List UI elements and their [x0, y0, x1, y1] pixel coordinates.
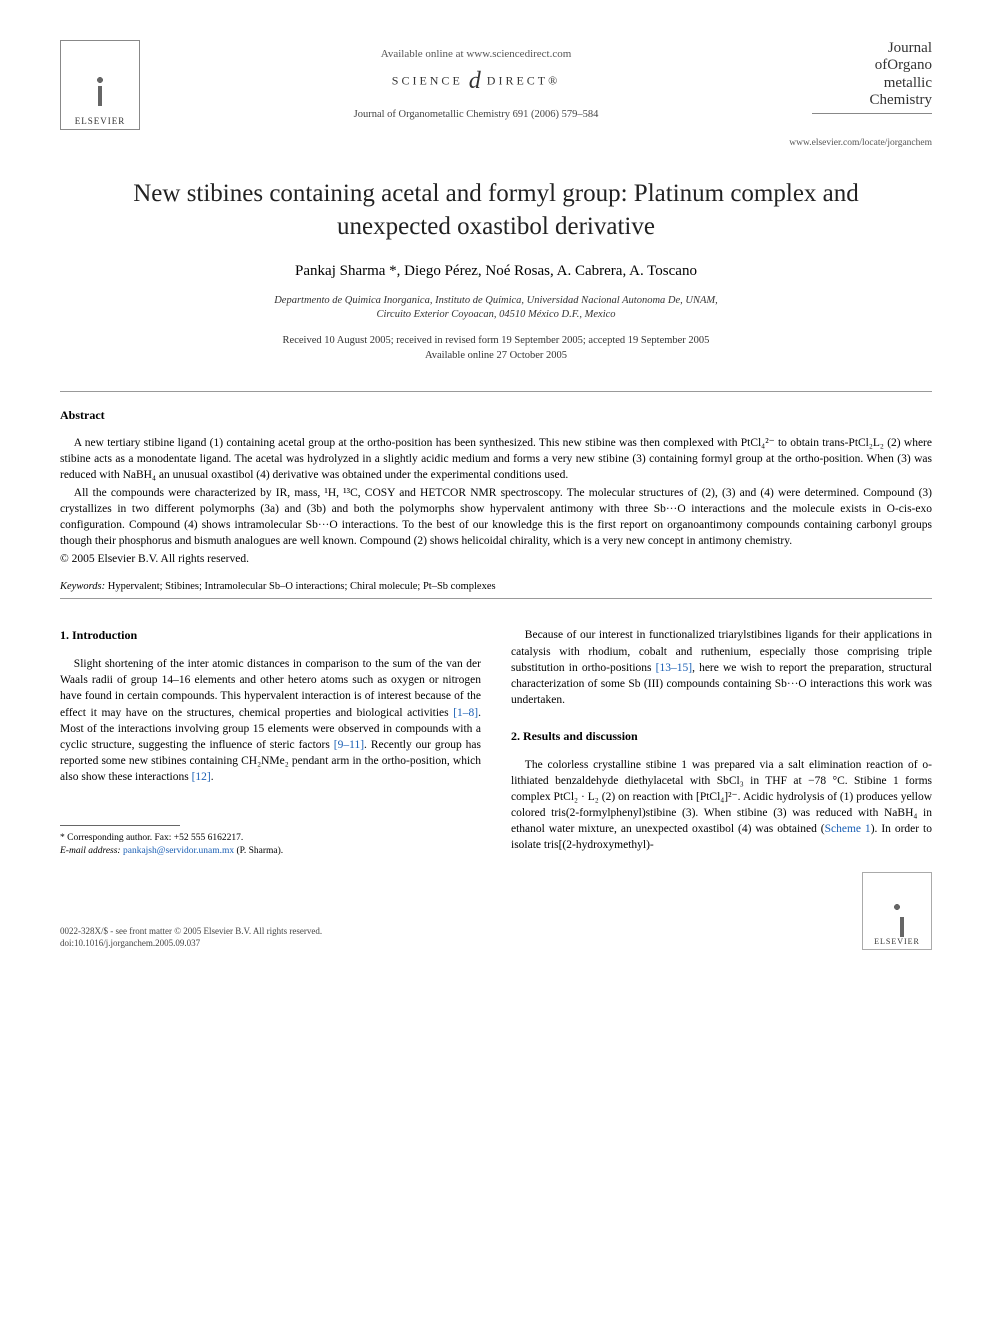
text-run: .	[211, 771, 214, 783]
received-date: Received 10 August 2005; received in rev…	[60, 334, 932, 348]
abstract-paragraph: All the compounds were characterized by …	[60, 485, 932, 549]
intro-paragraph-2: Because of our interest in functionalize…	[511, 627, 932, 707]
divider	[60, 391, 932, 392]
footer-elsevier-logo: ELSEVIER	[862, 872, 932, 950]
journal-logo-line: metallic	[812, 75, 932, 92]
center-header: Available online at www.sciencedirect.co…	[140, 40, 812, 120]
two-column-body: 1. Introduction Slight shortening of the…	[60, 627, 932, 857]
corresponding-author-footnote: * Corresponding author. Fax: +52 555 616…	[60, 832, 481, 858]
corr-author-line: * Corresponding author. Fax: +52 555 616…	[60, 832, 481, 845]
page-footer: 0022-328X/$ - see front matter © 2005 El…	[60, 872, 932, 950]
footer-line-2: doi:10.1016/j.jorganchem.2005.09.037	[60, 938, 322, 950]
citation-link[interactable]: [12]	[192, 771, 211, 783]
left-column: 1. Introduction Slight shortening of the…	[60, 627, 481, 857]
header-row: ELSEVIER Available online at www.science…	[60, 40, 932, 130]
available-online-text: Available online at www.sciencedirect.co…	[140, 48, 812, 60]
journal-logo-line: ofOrgano	[812, 57, 932, 74]
affiliation: Departmento de Quimica Inorganica, Insti…	[60, 294, 932, 322]
sciencedirect-logo: SCIENCE d DIRECT®	[140, 68, 812, 95]
elsevier-tree-icon	[70, 56, 130, 116]
footnote-divider	[60, 825, 180, 826]
divider	[60, 598, 932, 599]
keywords-label: Keywords:	[60, 581, 105, 592]
available-date: Available online 27 October 2005	[60, 349, 932, 363]
abstract-heading: Abstract	[60, 408, 932, 423]
section-heading-results: 2. Results and discussion	[511, 728, 932, 745]
elsevier-label: ELSEVIER	[75, 116, 126, 129]
scheme-link[interactable]: Scheme 1	[825, 823, 871, 835]
footer-text: 0022-328X/$ - see front matter © 2005 El…	[60, 926, 322, 949]
citation-link[interactable]: [13–15]	[656, 662, 692, 674]
article-title: New stibines containing acetal and formy…	[100, 178, 892, 243]
affiliation-text: Departmento de Quimica Inorganica, Insti…	[274, 295, 718, 320]
right-column: Because of our interest in functionalize…	[511, 627, 932, 857]
sd-left: SCIENCE	[392, 73, 463, 87]
citation-link[interactable]: [1–8]	[453, 707, 478, 719]
elsevier-label: ELSEVIER	[874, 937, 920, 949]
abstract-paragraph: A new tertiary stibine ligand (1) contai…	[60, 435, 932, 483]
elsevier-logo: ELSEVIER	[60, 40, 140, 130]
elsevier-tree-icon	[872, 887, 922, 937]
sd-at-icon: d	[469, 68, 481, 94]
copyright-line: © 2005 Elsevier B.V. All rights reserved…	[60, 551, 932, 567]
author-list: Pankaj Sharma *, Diego Pérez, Noé Rosas,…	[60, 263, 932, 280]
email-label: E-mail address:	[60, 846, 121, 856]
citation-link[interactable]: [9–11]	[334, 739, 364, 751]
journal-citation: Journal of Organometallic Chemistry 691 …	[140, 109, 812, 120]
journal-logo-line: Chemistry	[812, 92, 932, 109]
footer-line-1: 0022-328X/$ - see front matter © 2005 El…	[60, 926, 322, 938]
email-link[interactable]: pankajsh@servidor.unam.mx	[121, 846, 235, 856]
text-run: Slight shortening of the inter atomic di…	[60, 658, 481, 718]
article-dates: Received 10 August 2005; received in rev…	[60, 334, 932, 362]
abstract-body: A new tertiary stibine ligand (1) contai…	[60, 435, 932, 568]
email-line: E-mail address: pankajsh@servidor.unam.m…	[60, 845, 481, 858]
email-suffix: (P. Sharma).	[234, 846, 283, 856]
keywords-text: Hypervalent; Stibines; Intramolecular Sb…	[105, 581, 495, 592]
keywords: Keywords: Hypervalent; Stibines; Intramo…	[60, 581, 932, 592]
journal-url[interactable]: www.elsevier.com/locate/jorganchem	[60, 138, 932, 148]
sd-right: DIRECT®	[487, 73, 560, 87]
journal-cover-logo: Journal ofOrgano metallic Chemistry	[812, 40, 932, 114]
section-heading-intro: 1. Introduction	[60, 627, 481, 644]
intro-paragraph: Slight shortening of the inter atomic di…	[60, 656, 481, 785]
results-paragraph: The colorless crystalline stibine 1 was …	[511, 757, 932, 854]
journal-logo-line: Journal	[812, 40, 932, 57]
